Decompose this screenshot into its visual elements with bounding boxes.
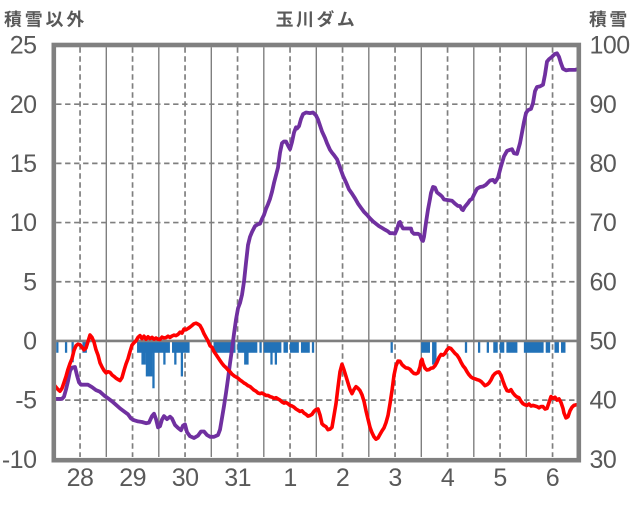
svg-text:31: 31 (224, 464, 251, 492)
svg-text:80: 80 (590, 150, 617, 178)
svg-text:10: 10 (10, 209, 37, 237)
svg-text:3: 3 (388, 464, 401, 492)
svg-text:100: 100 (590, 32, 630, 60)
svg-text:30: 30 (590, 446, 617, 474)
svg-text:30: 30 (172, 464, 199, 492)
svg-text:15: 15 (10, 150, 37, 178)
svg-text:1: 1 (283, 464, 296, 492)
svg-text:70: 70 (590, 209, 617, 237)
svg-text:90: 90 (590, 91, 617, 119)
svg-text:4: 4 (441, 464, 455, 492)
svg-text:6: 6 (546, 464, 559, 492)
svg-text:5: 5 (493, 464, 506, 492)
svg-text:60: 60 (590, 268, 617, 296)
svg-text:29: 29 (119, 464, 146, 492)
svg-text:50: 50 (590, 328, 617, 356)
svg-text:20: 20 (10, 91, 37, 119)
svg-text:40: 40 (590, 387, 617, 415)
svg-text:28: 28 (67, 464, 94, 492)
svg-text:2: 2 (336, 464, 349, 492)
svg-text:5: 5 (23, 268, 36, 296)
svg-text:-10: -10 (2, 446, 37, 474)
svg-text:-5: -5 (15, 387, 36, 415)
svg-text:0: 0 (23, 328, 36, 356)
svg-text:25: 25 (10, 32, 37, 60)
